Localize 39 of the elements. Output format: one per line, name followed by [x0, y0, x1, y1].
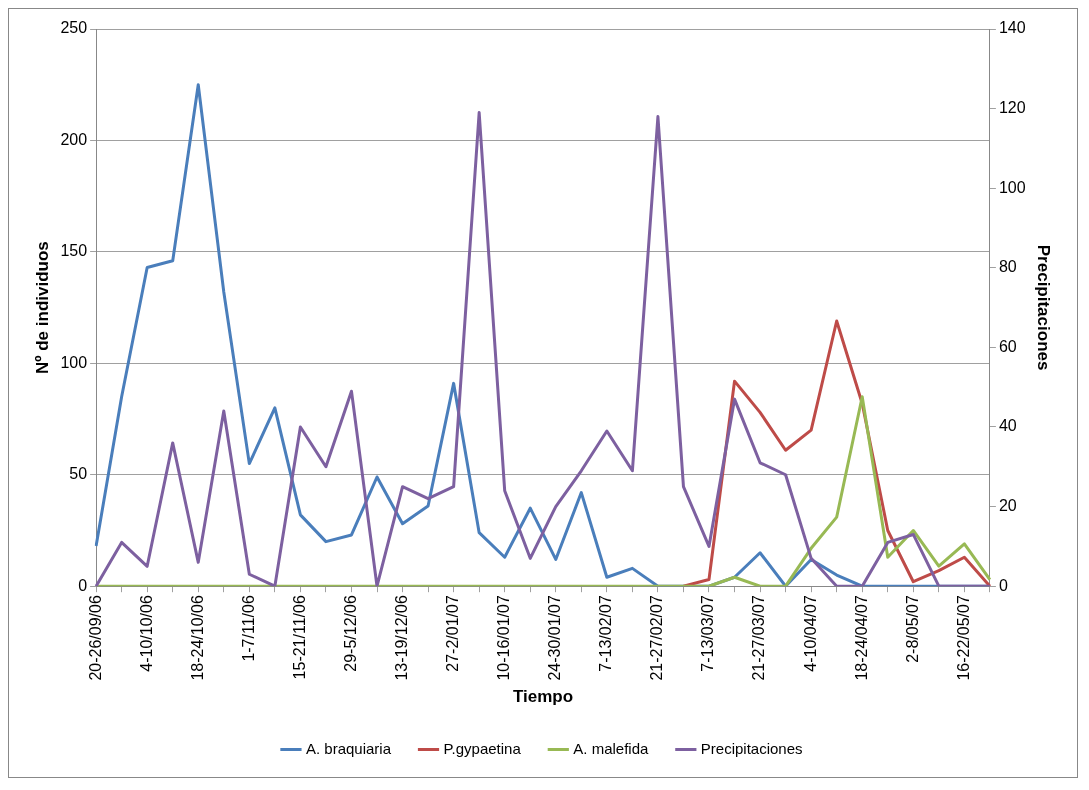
legend-label: A. malefida — [573, 739, 649, 757]
x-tick-label: 4-10/04/07 — [801, 595, 819, 672]
x-tick-label: 16-22/05/07 — [954, 595, 972, 681]
x-tick-label: 10-16/01/07 — [495, 595, 513, 681]
y2-tick-label: 140 — [998, 19, 1026, 37]
x-tick-label: 4-10/10/06 — [137, 595, 155, 672]
x-tick-label: 13-19/12/06 — [392, 595, 410, 681]
x-tick-label: 21-27/03/07 — [750, 595, 768, 681]
y2-tick-label: 20 — [998, 497, 1017, 514]
x-tick-label: 27-2/01/07 — [444, 595, 462, 672]
x-tick-label: 7-13/02/07 — [597, 595, 615, 672]
x-tick-label: 15-21/11/06 — [290, 595, 308, 680]
legend-label: Precipitaciones — [700, 739, 803, 757]
legend-label: A. braquiaria — [305, 739, 392, 757]
y-tick-label: 250 — [60, 19, 88, 37]
x-tick-label: 24-30/01/07 — [546, 595, 564, 681]
y2-tick-label: 60 — [998, 337, 1017, 355]
x-tick-label: 20-26/09/06 — [86, 595, 104, 681]
y-tick-label: 200 — [60, 130, 88, 148]
x-tick-label: 2-8/05/07 — [903, 595, 921, 663]
y2-tick-label: 40 — [998, 417, 1017, 435]
y2-tick-label: 80 — [998, 258, 1017, 276]
y2-tick-label: 0 — [998, 576, 1008, 594]
y2-tick-label: 120 — [998, 99, 1026, 117]
x-tick-label: 18-24/04/07 — [852, 595, 870, 681]
x-tick-label: 29-5/12/06 — [341, 595, 359, 672]
y2-axis-title: Precipitaciones — [1034, 244, 1054, 371]
y-tick-label: 150 — [60, 242, 88, 260]
y-tick-label: 50 — [69, 465, 88, 483]
y2-tick-label: 100 — [998, 178, 1026, 196]
y-tick-label: 0 — [78, 576, 88, 594]
x-tick-label: 18-24/10/06 — [188, 595, 206, 681]
x-axis-title: Tiempo — [512, 687, 574, 707]
x-tick-label: 7-13/03/07 — [699, 595, 717, 672]
legend-label: P.gypaetina — [443, 739, 522, 757]
y-tick-label: 100 — [60, 353, 88, 371]
x-tick-label: 1-7/11/06 — [239, 595, 257, 662]
x-tick-label: 21-27/02/07 — [648, 595, 666, 681]
y-axis-title: Nº de individuos — [32, 241, 52, 374]
